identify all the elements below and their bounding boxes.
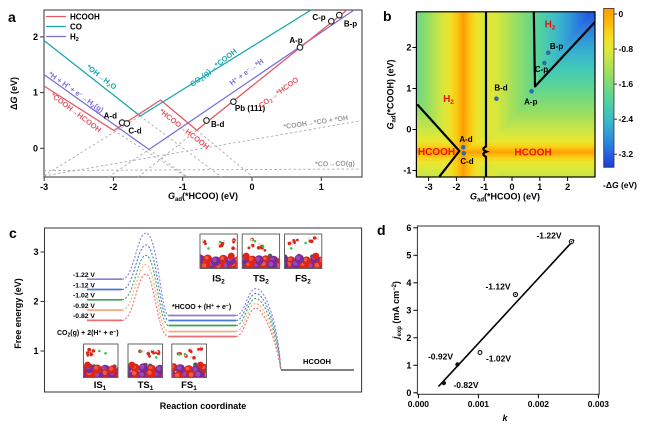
svg-text:0.003: 0.003 (588, 399, 610, 409)
svg-text:-1.22V: -1.22V (536, 231, 561, 241)
svg-text:3: 3 (406, 305, 411, 315)
svg-text:B-p: B-p (344, 20, 357, 29)
svg-text:-1.02V: -1.02V (486, 354, 511, 364)
svg-text:CO2(g) + 2(H+ + e−): CO2(g) + 2(H+ + e−) (57, 329, 119, 338)
svg-text:-1.12 V: -1.12 V (73, 282, 95, 289)
svg-text:-0.8: -0.8 (619, 44, 634, 54)
svg-text:*HCOO + (H+ + e−): *HCOO + (H+ + e−) (172, 303, 231, 311)
svg-text:-0.82 V: -0.82 V (73, 313, 95, 320)
svg-text:4: 4 (406, 278, 411, 288)
svg-text:1: 1 (537, 182, 542, 192)
svg-text:C-p: C-p (535, 65, 548, 74)
svg-text:HCOOH: HCOOH (303, 357, 331, 366)
svg-text:1: 1 (406, 84, 411, 94)
svg-text:A-p: A-p (289, 36, 302, 45)
svg-text:2: 2 (565, 182, 570, 192)
svg-text:0: 0 (619, 9, 624, 19)
svg-text:-1.02 V: -1.02 V (73, 293, 95, 300)
svg-text:C-p: C-p (312, 13, 325, 22)
svg-text:-3.2: -3.2 (619, 149, 634, 159)
svg-text:ΔG (eV): ΔG (eV) (9, 77, 19, 110)
svg-text:6: 6 (406, 223, 411, 233)
svg-text:-1.12V: -1.12V (485, 281, 510, 291)
svg-text:A-p: A-p (524, 98, 537, 107)
svg-text:1: 1 (319, 182, 324, 192)
svg-text:1: 1 (33, 88, 38, 98)
svg-text:d: d (377, 222, 386, 238)
svg-text:2: 2 (406, 333, 411, 343)
svg-text:0: 0 (249, 182, 254, 192)
svg-text:2: 2 (33, 32, 38, 42)
svg-text:HCOOH: HCOOH (70, 13, 100, 22)
svg-text:HCOOH: HCOOH (418, 147, 455, 158)
svg-text:0: 0 (406, 125, 411, 135)
svg-text:1: 1 (33, 346, 38, 356)
svg-text:Free energy (eV): Free energy (eV) (13, 278, 23, 349)
svg-text:-3: -3 (425, 182, 433, 192)
svg-text:3: 3 (33, 247, 38, 257)
svg-text:-0.92 V: -0.92 V (73, 303, 95, 310)
svg-text:-0.92V: -0.92V (428, 352, 453, 362)
svg-text:*CO→CO(g): *CO→CO(g) (315, 161, 355, 169)
svg-text:2: 2 (406, 43, 411, 53)
svg-text:Reaction coordinate: Reaction coordinate (160, 401, 247, 411)
svg-text:5: 5 (406, 250, 411, 260)
svg-text:1: 1 (406, 360, 411, 370)
svg-text:0: 0 (406, 388, 411, 398)
svg-text:C-d: C-d (460, 157, 473, 166)
svg-text:-2: -2 (109, 182, 117, 192)
svg-text:-1: -1 (403, 166, 411, 176)
svg-text:B-p: B-p (550, 42, 563, 51)
svg-text:-0.82V: -0.82V (453, 380, 478, 390)
svg-text:C-d: C-d (128, 127, 141, 136)
svg-text:b: b (383, 8, 392, 24)
svg-text:A-d: A-d (459, 135, 472, 144)
svg-text:HCOOH: HCOOH (514, 148, 551, 159)
svg-text:-2.4: -2.4 (619, 114, 634, 124)
svg-text:B-d: B-d (494, 84, 507, 93)
svg-text:-ΔG (eV): -ΔG (eV) (603, 180, 637, 190)
svg-text:-1.6: -1.6 (619, 79, 634, 89)
svg-text:B-d: B-d (211, 120, 224, 129)
svg-text:0: 0 (33, 143, 38, 153)
svg-text:0.001: 0.001 (468, 399, 490, 409)
svg-text:c: c (9, 225, 17, 241)
svg-text:-2: -2 (452, 182, 460, 192)
svg-text:0: 0 (509, 182, 514, 192)
svg-text:A-d: A-d (104, 112, 117, 121)
svg-text:a: a (8, 9, 16, 25)
svg-text:-3: -3 (40, 182, 48, 192)
svg-text:CO: CO (70, 23, 82, 32)
svg-text:2: 2 (33, 297, 38, 307)
svg-text:0.002: 0.002 (528, 399, 550, 409)
svg-text:0.000: 0.000 (408, 399, 430, 409)
svg-text:-1.22 V: -1.22 V (73, 272, 95, 279)
svg-text:-1: -1 (480, 182, 488, 192)
